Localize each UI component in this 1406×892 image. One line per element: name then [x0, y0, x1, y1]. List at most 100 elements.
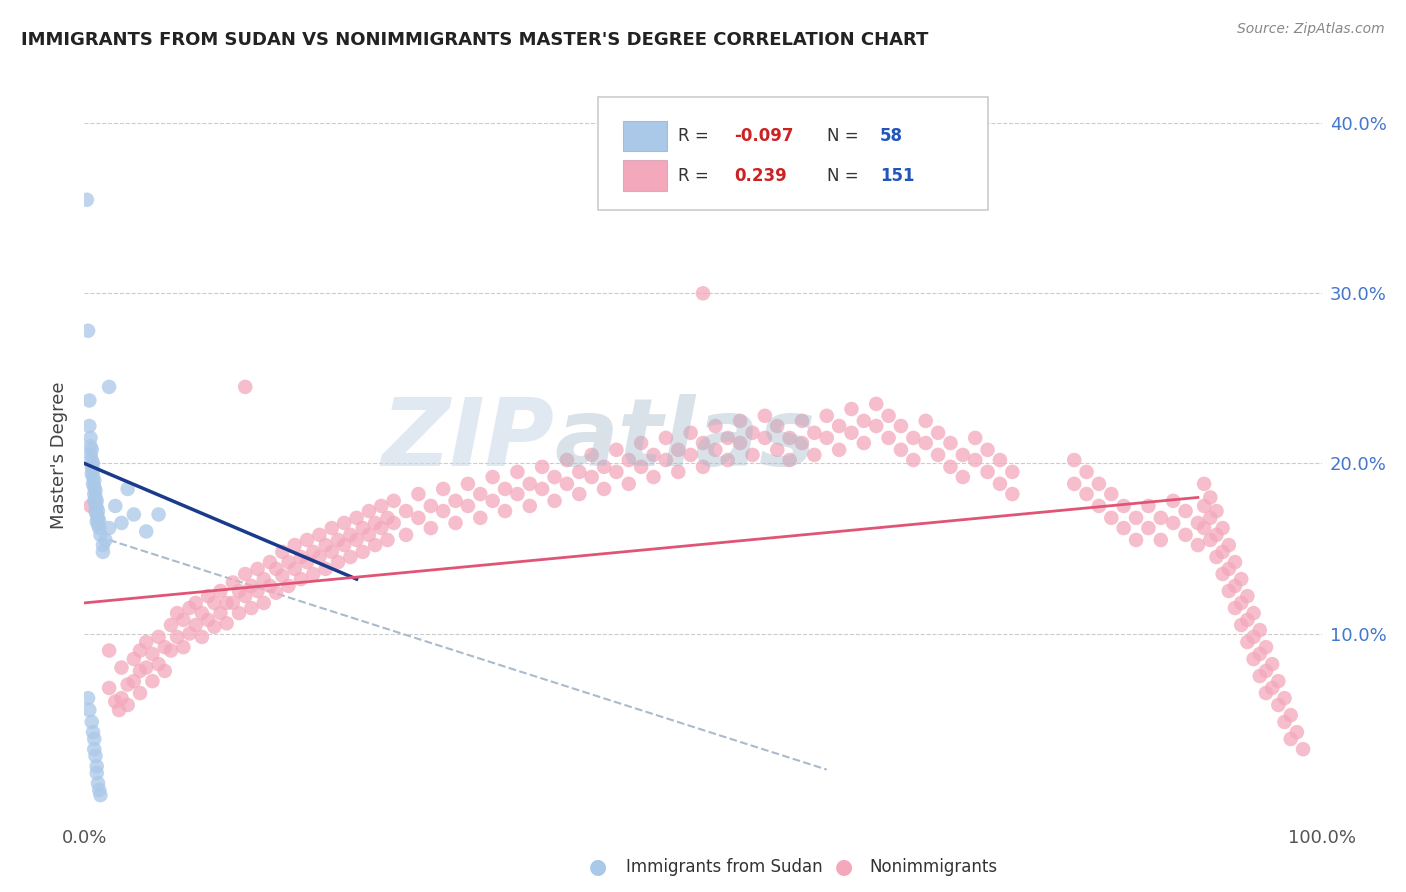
- Point: [1274, 714, 1296, 729]
- Point: [408, 487, 430, 501]
- Text: 58: 58: [880, 127, 903, 145]
- Point: [179, 626, 201, 640]
- Text: IMMIGRANTS FROM SUDAN VS NONIMMIGRANTS MASTER'S DEGREE CORRELATION CHART: IMMIGRANTS FROM SUDAN VS NONIMMIGRANTS M…: [21, 31, 928, 49]
- Point: [988, 453, 1011, 467]
- Text: Nonimmigrants: Nonimmigrants: [869, 858, 997, 876]
- Point: [655, 431, 678, 445]
- Point: [519, 499, 541, 513]
- Point: [370, 521, 392, 535]
- Point: [86, 766, 108, 780]
- Point: [209, 606, 232, 620]
- Point: [308, 528, 330, 542]
- Point: [1212, 545, 1234, 559]
- Point: [568, 487, 591, 501]
- Point: [80, 714, 103, 729]
- Point: [939, 459, 962, 474]
- Point: [543, 470, 565, 484]
- Point: [543, 493, 565, 508]
- Point: [191, 606, 214, 620]
- Point: [333, 538, 356, 552]
- Point: [1199, 491, 1222, 505]
- Point: [233, 380, 256, 394]
- Point: [927, 448, 949, 462]
- FancyBboxPatch shape: [623, 161, 666, 191]
- Point: [555, 476, 578, 491]
- Point: [83, 731, 105, 746]
- Point: [1223, 601, 1246, 615]
- Point: [1076, 465, 1098, 479]
- Point: [179, 601, 201, 615]
- Point: [754, 431, 776, 445]
- Point: [82, 476, 104, 491]
- Point: [98, 380, 121, 394]
- Point: [352, 521, 374, 535]
- Point: [122, 508, 145, 522]
- Point: [197, 613, 219, 627]
- Point: [377, 533, 399, 547]
- Point: [741, 448, 763, 462]
- Point: [172, 640, 194, 654]
- Point: [98, 521, 121, 535]
- Point: [91, 545, 114, 559]
- Point: [333, 516, 356, 530]
- Point: [1267, 674, 1289, 689]
- Point: [419, 499, 441, 513]
- Point: [1199, 533, 1222, 547]
- Text: ●: ●: [835, 857, 852, 877]
- Point: [643, 470, 665, 484]
- Point: [172, 613, 194, 627]
- Point: [914, 436, 936, 450]
- Point: [1218, 584, 1240, 599]
- Point: [84, 497, 107, 511]
- Point: [377, 511, 399, 525]
- Point: [803, 448, 825, 462]
- Point: [80, 453, 103, 467]
- Point: [87, 504, 110, 518]
- Point: [828, 419, 851, 434]
- Point: [841, 425, 863, 440]
- Point: [1254, 640, 1277, 654]
- Point: [1192, 476, 1215, 491]
- Text: atlas: atlas: [554, 394, 815, 486]
- Point: [1292, 742, 1315, 756]
- Point: [79, 393, 101, 408]
- Point: [728, 436, 751, 450]
- Point: [877, 431, 900, 445]
- Point: [852, 436, 875, 450]
- Point: [122, 674, 145, 689]
- Point: [233, 589, 256, 603]
- Point: [976, 442, 998, 457]
- Point: [86, 500, 108, 515]
- Point: [82, 457, 104, 471]
- Point: [91, 538, 114, 552]
- Point: [382, 493, 405, 508]
- Point: [1187, 538, 1209, 552]
- Point: [1236, 589, 1258, 603]
- Text: 0.239: 0.239: [734, 167, 787, 185]
- Point: [481, 493, 503, 508]
- Point: [395, 528, 418, 542]
- Point: [94, 533, 117, 547]
- Point: [89, 788, 111, 802]
- Point: [952, 448, 974, 462]
- Point: [1063, 453, 1085, 467]
- Point: [432, 504, 454, 518]
- Point: [153, 664, 176, 678]
- Text: -0.097: -0.097: [734, 127, 793, 145]
- Point: [253, 596, 276, 610]
- Point: [865, 419, 887, 434]
- Point: [352, 545, 374, 559]
- Point: [117, 482, 139, 496]
- Point: [357, 528, 380, 542]
- Point: [148, 630, 170, 644]
- Point: [728, 414, 751, 428]
- Point: [80, 467, 103, 481]
- Point: [79, 499, 101, 513]
- Point: [555, 453, 578, 467]
- Point: [531, 459, 554, 474]
- Point: [222, 575, 245, 590]
- Point: [988, 476, 1011, 491]
- Point: [326, 555, 349, 569]
- Point: [531, 482, 554, 496]
- Point: [692, 286, 714, 301]
